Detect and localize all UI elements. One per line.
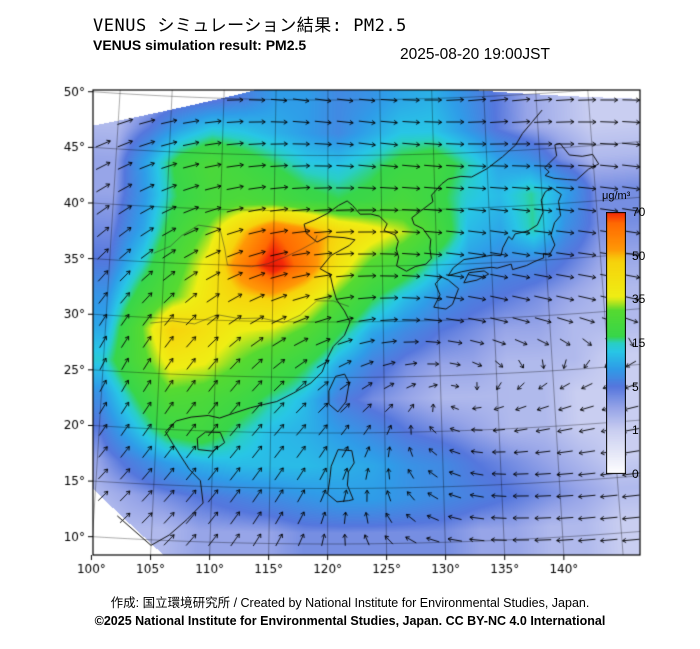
colorbar-tick-label: 0 bbox=[632, 467, 639, 481]
colorbar-tick-label: 5 bbox=[632, 379, 639, 394]
colorbar-gradient bbox=[606, 212, 626, 474]
colorbar-tick-label: 70 bbox=[632, 205, 646, 219]
colorbar-body: 70 50 35 15 5 1 0 bbox=[606, 205, 645, 481]
colorbar: μg/m³ 70 50 35 15 5 1 0 bbox=[602, 190, 645, 481]
credit-line: 作成: 国立環境研究所 / Created by National Instit… bbox=[110, 596, 590, 610]
colorbar-tick-label: 15 bbox=[632, 336, 646, 350]
colorbar-unit-label: μg/m³ bbox=[602, 190, 631, 202]
copyright-line: ©2025 National Institute for Environment… bbox=[94, 614, 606, 628]
colorbar-tick-label: 1 bbox=[632, 423, 639, 438]
colorbar-tick-label: 50 bbox=[632, 248, 646, 263]
footer: 作成: 国立環境研究所 / Created by National Instit… bbox=[0, 592, 700, 628]
pm25-concentration-map bbox=[0, 0, 700, 585]
colorbar-tick-label: 35 bbox=[632, 292, 646, 307]
